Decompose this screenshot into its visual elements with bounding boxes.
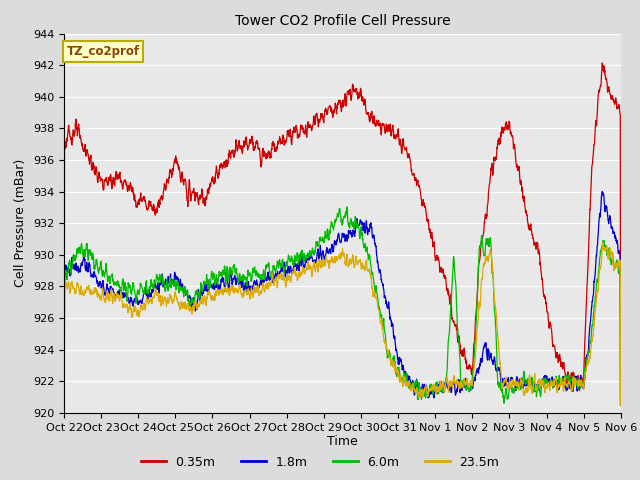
Y-axis label: Cell Pressure (mBar): Cell Pressure (mBar) xyxy=(14,159,28,288)
Text: TZ_co2prof: TZ_co2prof xyxy=(67,45,140,58)
X-axis label: Time: Time xyxy=(327,435,358,448)
Legend: 0.35m, 1.8m, 6.0m, 23.5m: 0.35m, 1.8m, 6.0m, 23.5m xyxy=(136,451,504,474)
Title: Tower CO2 Profile Cell Pressure: Tower CO2 Profile Cell Pressure xyxy=(235,14,450,28)
